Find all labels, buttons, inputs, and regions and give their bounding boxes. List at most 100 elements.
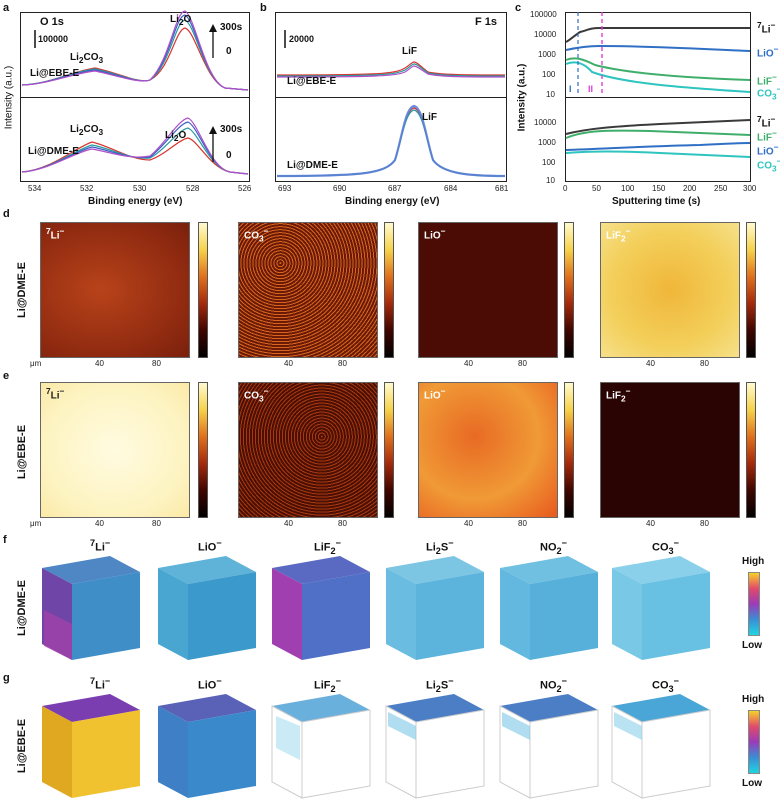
cube-f-low: Low: [742, 640, 762, 651]
map-e-li7-label: 7Li−: [46, 386, 65, 402]
panel-c-ytick: 1000: [538, 138, 556, 147]
depth-bot-lio: [565, 142, 751, 151]
cube-f-no2-label: NO2−: [540, 538, 567, 556]
panel-a-0-upper: 0: [226, 46, 232, 57]
cube-f-li2s-label: Li2S−: [426, 538, 454, 556]
panel-a-xlabel: Binding energy (eV): [88, 196, 183, 207]
cube-g-no2: [499, 694, 599, 799]
panel-b-xtick: 693: [278, 184, 292, 193]
panel-c-legend-top-co3: CO3−: [757, 84, 780, 102]
map-xtick: 40: [284, 359, 293, 368]
cube-g-colorbar: [748, 710, 760, 774]
panel-c-label: c: [515, 2, 522, 14]
panel-c-xtick: 0: [563, 184, 568, 193]
f1s-ebe-300s: [276, 65, 506, 78]
map-d-lio-label: LiO−: [424, 226, 446, 242]
panel-c-ytick: 10000: [534, 30, 557, 39]
panel-b-xlabel: Binding energy (eV): [345, 196, 440, 207]
panel-a-xtick: 526: [238, 184, 252, 193]
map-axis-unit: μm: [30, 519, 42, 528]
panel-c-region-1: I: [569, 84, 572, 94]
panel-b-scale: 20000: [289, 34, 315, 44]
cube-f-colorbar: [748, 572, 760, 636]
spectrum-dme-0s: [21, 137, 249, 175]
map-xtick: 80: [700, 359, 709, 368]
map-e-lio-label: LiO−: [424, 386, 446, 402]
panel-a-li2o-upper: Li2O: [170, 14, 192, 27]
panel-a-sample-upper: Li@EBE-E: [30, 68, 80, 79]
map-xtick: 40: [646, 519, 655, 528]
map-xtick: 80: [518, 519, 527, 528]
cube-f-lif2: [272, 556, 370, 660]
panel-c-xtick: 50: [592, 184, 601, 193]
cube-f-li7: [42, 556, 140, 660]
panel-c-divider: [565, 97, 751, 98]
panel-c-legend-top-lio: LiO−: [757, 44, 779, 60]
panel-c-xtick: 300: [743, 184, 757, 193]
panel-c-xtick: 250: [714, 184, 728, 193]
map-d-co3-label: CO3−: [244, 226, 269, 244]
panel-a-xtick: 528: [186, 184, 200, 193]
panel-a-li2co3-upper: Li2CO3: [70, 52, 104, 65]
map-xtick: 40: [464, 519, 473, 528]
cube-g-lif2-label: LiF2−: [314, 676, 341, 694]
colorbar-e-lif2: [746, 382, 756, 518]
panel-c-xtick: 150: [652, 184, 666, 193]
cube-g-li7: [42, 694, 140, 798]
panel-b-label: b: [260, 2, 267, 14]
map-xtick: 40: [464, 359, 473, 368]
panel-c-ytick: 100000: [530, 10, 557, 19]
cube-f-lio: [158, 556, 256, 660]
panel-b-xtick: 690: [333, 184, 347, 193]
panel-a-300s-upper: 300s: [220, 22, 243, 33]
colorbar-d-li7: [198, 222, 208, 358]
panel-b-xtick: 681: [495, 184, 509, 193]
depth-bot-li7: [565, 119, 751, 135]
panel-c-xtick: 100: [621, 184, 635, 193]
panel-a-0-lower: 0: [226, 150, 232, 161]
spectrum-dme-300s: [21, 117, 249, 175]
depth-bot-co3: [565, 150, 751, 158]
panel-c-ytick: 10: [546, 176, 555, 185]
depth-top-li7: [565, 27, 750, 43]
cube-f-no2: [500, 556, 598, 660]
panel-b-title: F 1s: [475, 16, 498, 28]
panel-c-legend-bot-lif: LiF−: [757, 128, 777, 144]
map-d-li7-label: 7Li−: [46, 226, 65, 242]
map-xtick: 80: [700, 519, 709, 528]
cube-g-li2s: [385, 694, 485, 799]
cube-g-co3: [611, 694, 711, 799]
panel-b-lif-upper: LiF: [402, 46, 417, 57]
map-xtick: 80: [518, 359, 527, 368]
panel-a-scale: 100000: [38, 34, 69, 44]
panel-f-label: f: [3, 534, 7, 546]
cube-f-co3-label: CO3−: [652, 538, 679, 556]
cube-f-li2s: [386, 556, 484, 660]
panel-c-ytick: 1000: [538, 50, 556, 59]
map-xtick: 40: [646, 359, 655, 368]
f1s-ebe-0s: [276, 61, 506, 76]
panel-b-xtick: 684: [444, 184, 458, 193]
colorbar-d-co3: [384, 222, 394, 358]
cube-f-high: High: [742, 556, 765, 567]
panel-c-region-2: II: [588, 84, 594, 94]
spectrum-dme-mid2: [21, 121, 249, 175]
f1s-dme-300s: [276, 104, 506, 178]
cube-f-co3: [612, 556, 710, 660]
f1s-ebe-mid: [276, 63, 506, 77]
depth-top-lif: [565, 57, 751, 81]
cube-g-lio-label: LiO−: [198, 676, 222, 692]
panel-c-ytick: 10000: [534, 118, 557, 127]
spectrum-dme-mid1: [21, 127, 249, 175]
panel-c-ytick: 10: [546, 90, 555, 99]
map-d-lif2-label: LiF2−: [606, 226, 631, 244]
cube-g-high: High: [742, 694, 765, 705]
panel-a-xtick: 532: [80, 184, 94, 193]
panel-g-label: g: [3, 672, 10, 684]
panel-c-ytick: 100: [542, 158, 556, 167]
panel-b-xtick: 687: [388, 184, 402, 193]
panel-a-title: O 1s: [40, 16, 64, 28]
